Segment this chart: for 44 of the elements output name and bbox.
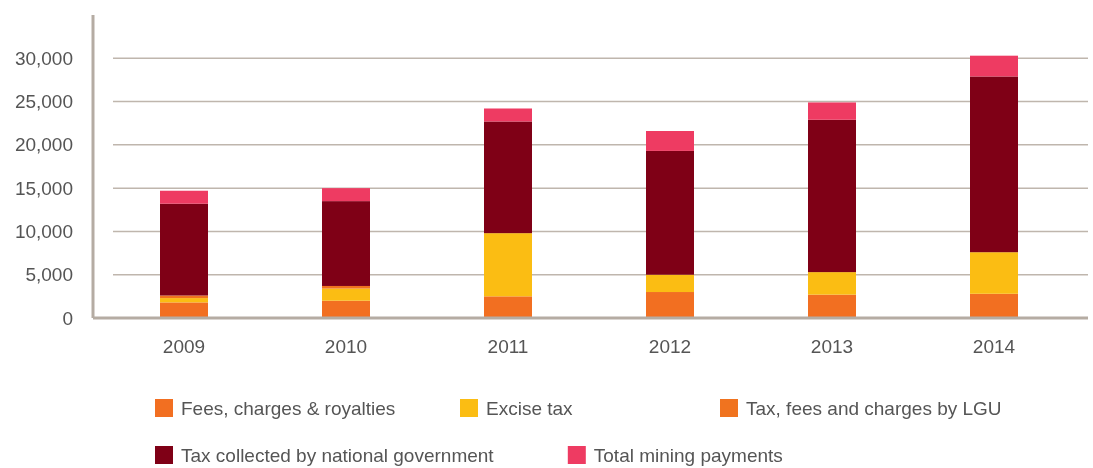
bar (808, 102, 856, 120)
y-tick-label: 0 (62, 307, 73, 329)
bar (160, 203, 208, 296)
bar (160, 298, 208, 303)
x-tick-label: 2014 (972, 335, 1016, 357)
x-tick-label: 2010 (324, 335, 368, 357)
x-tick-label: 2009 (162, 335, 206, 357)
bar (322, 288, 370, 301)
legend-label: Tax, fees and charges by LGU (746, 397, 1002, 419)
bar (808, 119, 856, 273)
bar (808, 294, 856, 318)
bar (160, 295, 208, 299)
x-tick-label: 2011 (487, 335, 529, 357)
bar (322, 285, 370, 289)
legend-label: Tax collected by national government (181, 444, 495, 466)
x-tick-label: 2012 (648, 335, 692, 357)
bar (970, 252, 1018, 294)
bar (322, 201, 370, 286)
y-tick-label: 30,000 (14, 47, 73, 69)
bar (322, 188, 370, 202)
y-tick-label: 20,000 (14, 134, 73, 156)
bar (646, 150, 694, 275)
y-tick-label: 25,000 (14, 91, 73, 113)
bar (484, 296, 532, 318)
bar (646, 292, 694, 318)
legend-label: Fees, charges & royalties (181, 397, 396, 419)
y-tick-label: 10,000 (14, 220, 73, 242)
legend-label: Excise tax (486, 397, 574, 419)
bar (646, 131, 694, 151)
bar (646, 274, 694, 293)
x-tick-label: 2013 (810, 335, 854, 357)
legend-label: Total mining payments (593, 444, 783, 466)
bar (970, 55, 1018, 77)
bar (322, 300, 370, 318)
y-tick-label: 5,000 (25, 264, 73, 286)
bar (484, 108, 532, 122)
y-tick-label: 15,000 (14, 177, 73, 199)
bar (160, 190, 208, 204)
bar (970, 76, 1018, 253)
bar (484, 121, 532, 234)
bar (970, 293, 1018, 318)
bar (484, 233, 532, 297)
bar (808, 272, 856, 295)
bar (160, 302, 208, 318)
